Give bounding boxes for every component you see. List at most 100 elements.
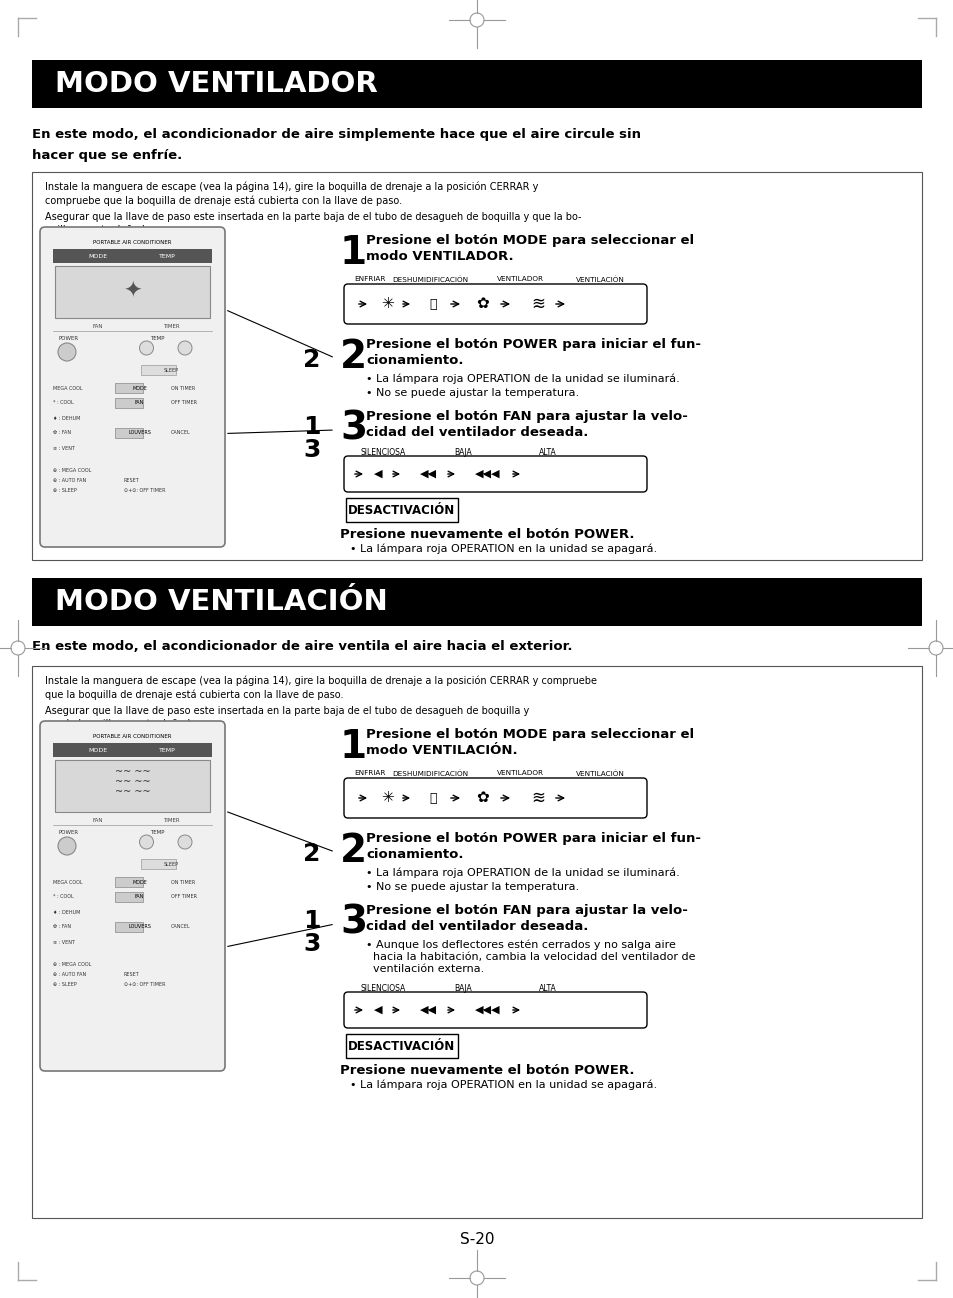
Text: compruebe que la boquilla de drenaje está cubierta con la llave de paso.: compruebe que la boquilla de drenaje est…: [45, 195, 402, 205]
Text: 🔥: 🔥: [429, 297, 436, 310]
Text: 🔥: 🔥: [429, 792, 436, 805]
Text: OFF TIMER: OFF TIMER: [171, 894, 196, 900]
Bar: [141, 859, 176, 868]
Text: 3: 3: [303, 932, 320, 957]
Text: ALTA: ALTA: [538, 984, 557, 993]
Text: ⊕ : MEGA COOL: ⊕ : MEGA COOL: [53, 469, 91, 474]
Circle shape: [139, 341, 153, 354]
Text: FAN: FAN: [92, 323, 103, 328]
Text: 2: 2: [303, 348, 320, 373]
Text: TEMP: TEMP: [150, 829, 164, 835]
Text: DESACTIVACIÓN: DESACTIVACIÓN: [348, 504, 456, 517]
Text: VENTILADOR: VENTILADOR: [496, 770, 543, 776]
Text: ⊙+⊙: OFF TIMER: ⊙+⊙: OFF TIMER: [124, 983, 165, 988]
Text: MODE: MODE: [88, 253, 107, 258]
Text: ⊕ : SLEEP: ⊕ : SLEEP: [53, 983, 76, 988]
Text: ⊕ : AUTO FAN: ⊕ : AUTO FAN: [53, 972, 86, 977]
Text: 3: 3: [303, 437, 320, 462]
Text: FAN: FAN: [92, 818, 103, 823]
Text: ~~ ~~: ~~ ~~: [114, 787, 151, 797]
Text: Presione nuevamente el botón POWER.: Presione nuevamente el botón POWER.: [339, 1064, 634, 1077]
Text: MODE: MODE: [132, 386, 147, 391]
Text: DESHUMIDIFICACIÓN: DESHUMIDIFICACIÓN: [392, 276, 468, 283]
Text: ◀◀◀: ◀◀◀: [475, 1005, 500, 1015]
Text: BAJA: BAJA: [454, 984, 472, 993]
Text: ⊕ : AUTO FAN: ⊕ : AUTO FAN: [53, 479, 86, 483]
Text: ♦ : DEHUM: ♦ : DEHUM: [53, 910, 80, 915]
Bar: [53, 742, 212, 757]
Bar: [115, 398, 143, 408]
Text: Instale la manguera de escape (vea la página 14), gire la boquilla de drenaje a : Instale la manguera de escape (vea la pá…: [45, 676, 597, 687]
Bar: [115, 428, 143, 437]
Text: BAJA: BAJA: [454, 448, 472, 457]
Bar: [32, 60, 921, 108]
Text: Presione nuevamente el botón POWER.: Presione nuevamente el botón POWER.: [339, 528, 634, 541]
Circle shape: [58, 343, 76, 361]
Text: MODO VENTILADOR: MODO VENTILADOR: [55, 70, 377, 99]
Text: que la boquilla de drenaje está cubierta con la llave de paso.: que la boquilla de drenaje está cubierta…: [45, 689, 343, 700]
Text: Asegurar que la llave de paso este insertada en la parte baja de el tubo de desa: Asegurar que la llave de paso este inser…: [45, 212, 581, 222]
Text: ON TIMER: ON TIMER: [171, 880, 195, 884]
Text: * : COOL: * : COOL: [53, 894, 73, 900]
Text: CANCEL: CANCEL: [171, 924, 191, 929]
Text: • No se puede ajustar la temperatura.: • No se puede ajustar la temperatura.: [366, 388, 578, 398]
Text: 2: 2: [339, 832, 367, 870]
Text: ◀◀: ◀◀: [419, 469, 436, 479]
Bar: [32, 666, 921, 1218]
Text: 3: 3: [339, 903, 367, 942]
Text: LOUVERS: LOUVERS: [128, 924, 151, 929]
FancyBboxPatch shape: [344, 284, 646, 324]
Circle shape: [178, 835, 192, 849]
Text: ◀: ◀: [374, 1005, 382, 1015]
Text: • Aunque los deflectores estén cerrados y no salga aire: • Aunque los deflectores estén cerrados …: [366, 940, 675, 950]
Text: ♦ : DEHUM: ♦ : DEHUM: [53, 415, 80, 421]
Text: ⊕ : SLEEP: ⊕ : SLEEP: [53, 488, 76, 493]
Text: ✦: ✦: [123, 282, 142, 302]
Text: cidad del ventilador deseada.: cidad del ventilador deseada.: [366, 426, 588, 439]
Text: TIMER: TIMER: [163, 818, 179, 823]
Text: RESET: RESET: [124, 479, 139, 483]
Text: ✿ : FAN: ✿ : FAN: [53, 924, 71, 929]
Bar: [141, 365, 176, 375]
Text: • La lámpara roja OPERATION en la unidad se apagará.: • La lámpara roja OPERATION en la unidad…: [350, 544, 657, 554]
Text: ≋: ≋: [531, 789, 544, 807]
Text: ventilación externa.: ventilación externa.: [366, 964, 484, 974]
Text: PORTABLE AIR CONDITIONER: PORTABLE AIR CONDITIONER: [93, 240, 172, 244]
Text: Presione el botón MODE para seleccionar el: Presione el botón MODE para seleccionar …: [366, 728, 694, 741]
Text: ◀: ◀: [374, 469, 382, 479]
Text: POWER: POWER: [59, 829, 79, 835]
Text: Presione el botón POWER para iniciar el fun-: Presione el botón POWER para iniciar el …: [366, 832, 700, 845]
Text: CANCEL: CANCEL: [171, 431, 191, 436]
Text: cidad del ventilador deseada.: cidad del ventilador deseada.: [366, 920, 588, 933]
Text: ✳: ✳: [381, 296, 394, 312]
Text: PORTABLE AIR CONDITIONER: PORTABLE AIR CONDITIONER: [93, 733, 172, 739]
Text: DESACTIVACIÓN: DESACTIVACIÓN: [348, 1040, 456, 1053]
Text: modo VENTILADOR.: modo VENTILADOR.: [366, 251, 513, 263]
Text: En este modo, el acondicionador de aire simplemente hace que el aire circule sin: En este modo, el acondicionador de aire …: [32, 129, 640, 141]
Text: cionamiento.: cionamiento.: [366, 354, 463, 367]
Circle shape: [139, 835, 153, 849]
Text: TIMER: TIMER: [163, 323, 179, 328]
Text: 1: 1: [303, 909, 320, 933]
Text: ~~ ~~: ~~ ~~: [114, 778, 151, 787]
Bar: [53, 249, 212, 263]
Text: MODO VENTILACIÓN: MODO VENTILACIÓN: [55, 588, 387, 617]
Text: Asegurar que la llave de paso este insertada en la parte baja de el tubo de desa: Asegurar que la llave de paso este inser…: [45, 706, 529, 716]
FancyBboxPatch shape: [344, 456, 646, 492]
Text: SILENCIOSA: SILENCIOSA: [360, 984, 405, 993]
Text: SILENCIOSA: SILENCIOSA: [360, 448, 405, 457]
Text: S-20: S-20: [459, 1233, 494, 1247]
Text: Presione el botón POWER para iniciar el fun-: Presione el botón POWER para iniciar el …: [366, 337, 700, 350]
Circle shape: [178, 341, 192, 354]
Text: 2: 2: [303, 842, 320, 866]
Text: POWER: POWER: [59, 335, 79, 340]
FancyBboxPatch shape: [344, 778, 646, 818]
FancyBboxPatch shape: [346, 498, 457, 522]
Text: ~~ ~~: ~~ ~~: [114, 767, 151, 778]
Text: ⊕ : MEGA COOL: ⊕ : MEGA COOL: [53, 963, 91, 967]
Text: ✳: ✳: [381, 790, 394, 806]
Text: FAN: FAN: [134, 401, 144, 405]
Text: ⊙+⊙: OFF TIMER: ⊙+⊙: OFF TIMER: [124, 488, 165, 493]
FancyBboxPatch shape: [40, 227, 225, 546]
Bar: [55, 266, 210, 318]
